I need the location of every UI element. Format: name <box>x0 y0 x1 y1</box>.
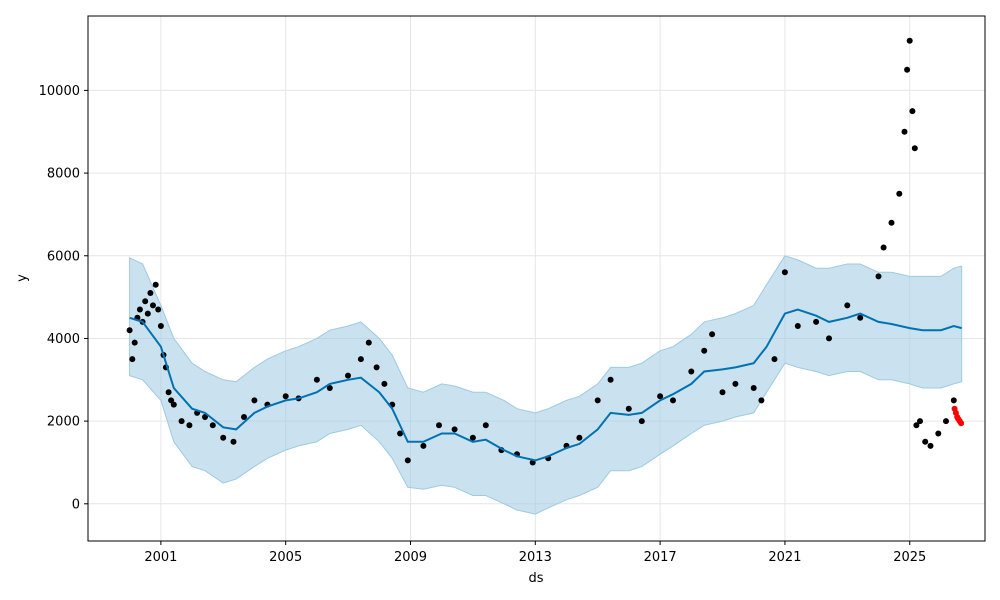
observed-point <box>950 397 957 404</box>
observed-point <box>165 389 172 396</box>
observed-point <box>147 290 154 296</box>
observed-point <box>911 145 918 152</box>
observed-point <box>178 418 185 425</box>
observed-point <box>373 364 380 371</box>
observed-point <box>241 414 247 420</box>
observed-point <box>251 397 258 404</box>
observed-point <box>202 414 208 420</box>
observed-point <box>927 442 934 449</box>
observed-point <box>875 273 882 280</box>
observed-point <box>313 376 320 383</box>
observed-point <box>709 331 716 338</box>
y-tick-label: 10000 <box>39 84 80 99</box>
observed-point <box>896 190 903 197</box>
interval-band <box>129 255 963 515</box>
observed-point <box>913 422 920 429</box>
observed-point <box>152 281 159 288</box>
observed-series <box>126 37 957 466</box>
observed-point <box>170 401 177 408</box>
observed-point <box>857 314 864 321</box>
observed-point <box>904 66 911 73</box>
x-tick-label: 2021 <box>768 550 801 565</box>
observed-point <box>922 438 929 445</box>
observed-point <box>186 422 193 429</box>
observed-point <box>142 298 149 305</box>
observed-point <box>888 219 895 226</box>
y-tick-label: 4000 <box>47 332 80 347</box>
observed-point <box>436 422 442 429</box>
x-tick-label: 2001 <box>144 550 177 565</box>
observed-point <box>220 434 227 441</box>
x-tick-label: 2017 <box>644 550 677 565</box>
forecast-line <box>129 308 962 462</box>
observed-point <box>420 442 427 449</box>
observed-point <box>826 335 832 342</box>
observed-point <box>688 368 695 375</box>
observed-point <box>397 430 404 437</box>
observed-point <box>150 302 156 309</box>
observed-point <box>781 269 788 276</box>
y-tick-label: 8000 <box>47 167 80 182</box>
x-tick-label: 2025 <box>893 550 926 565</box>
observed-point <box>906 37 913 44</box>
test-series <box>951 405 965 427</box>
observed-point <box>209 422 216 429</box>
observed-point <box>282 393 289 400</box>
observed-point <box>365 339 372 346</box>
observed-point <box>750 385 757 391</box>
x-axis-label: ds <box>528 571 543 586</box>
observed-point <box>482 422 489 429</box>
observed-point <box>357 356 364 363</box>
observed-point <box>901 128 908 135</box>
observed-point <box>625 405 632 412</box>
observed-point <box>345 372 351 379</box>
uncertainty-interval <box>129 255 963 515</box>
observed-point <box>126 327 133 334</box>
observed-point <box>943 418 949 425</box>
observed-point <box>670 397 676 404</box>
observed-point <box>451 426 458 433</box>
observed-point <box>381 380 388 387</box>
observed-point <box>230 438 237 445</box>
observed-point <box>657 393 664 400</box>
observed-point <box>813 318 820 325</box>
observed-point <box>404 457 411 464</box>
x-axis: 2001 2005 2009 2013 2017 2021 2025 <box>144 541 926 565</box>
observed-point <box>638 418 645 425</box>
y-tick-label: 6000 <box>47 249 80 264</box>
y-tick-label: 2000 <box>47 415 80 430</box>
x-tick-label: 2009 <box>394 550 427 565</box>
y-tick-label: 0 <box>72 497 80 512</box>
observed-point <box>157 323 164 329</box>
observed-point <box>326 385 333 391</box>
observed-point <box>155 306 162 313</box>
observed-point <box>771 356 778 363</box>
observed-point <box>909 108 916 115</box>
observed-point <box>719 389 726 396</box>
observed-point <box>144 310 151 317</box>
observed-point <box>758 397 765 404</box>
x-tick-label: 2005 <box>269 550 302 565</box>
observed-point <box>935 430 942 437</box>
observed-point <box>701 347 708 354</box>
forecast-series <box>129 308 962 462</box>
y-axis-label: y <box>15 274 30 282</box>
observed-point <box>917 418 923 425</box>
observed-point <box>607 376 614 383</box>
x-tick-label: 2013 <box>519 550 552 565</box>
observed-point <box>844 302 851 309</box>
observed-point <box>880 244 887 251</box>
observed-point <box>594 397 601 404</box>
observed-point <box>129 356 136 363</box>
plot-frame <box>87 15 986 542</box>
observed-point <box>732 380 739 387</box>
test-point <box>958 420 965 427</box>
observed-point <box>469 434 476 441</box>
y-axis: 0 2000 4000 6000 8000 10000 <box>39 84 88 512</box>
observed-point <box>576 434 583 441</box>
observed-point <box>794 323 801 329</box>
observed-point <box>131 339 138 346</box>
observed-point <box>136 306 143 313</box>
